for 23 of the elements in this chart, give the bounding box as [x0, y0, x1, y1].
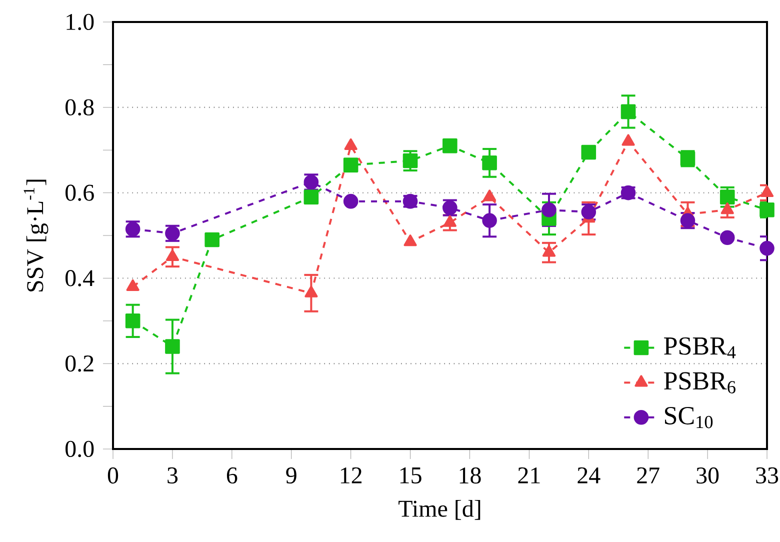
x-tick-label: 30: [696, 467, 719, 484]
y-tick-label: 0.0: [66, 440, 94, 458]
legend-label: SC$_{10}$: [665, 406, 713, 428]
x-tick-label: 21: [518, 467, 540, 484]
x-axis-title: Time [d]: [398, 500, 480, 520]
x-tick-label: 12: [340, 467, 362, 484]
x-tick-label: 3: [168, 467, 178, 484]
y-tick-label: 0.8: [66, 99, 94, 116]
x-tick-label: 33: [756, 467, 778, 484]
x-tick-label: 27: [637, 467, 660, 484]
y-tick-label: 1.0: [66, 14, 94, 30]
x-tick-label: 15: [400, 467, 422, 484]
x-tick-label: 9: [286, 467, 296, 484]
x-tick-label: 18: [460, 467, 481, 484]
y-axis-title: SSV [g·L$^{-1}$]: [24, 180, 48, 292]
legend-label: PSBR$_{6}$: [664, 372, 736, 394]
x-tick-label: 6: [226, 467, 238, 484]
x-tick-label: 24: [578, 467, 600, 484]
y-tick-label: 0.4: [66, 270, 94, 286]
legend-label: PSBR$_{4}$: [664, 337, 736, 358]
y-tick-label: 0.6: [66, 184, 94, 201]
x-tick-label: 0: [108, 467, 118, 484]
y-tick-label: 0.2: [66, 355, 94, 372]
